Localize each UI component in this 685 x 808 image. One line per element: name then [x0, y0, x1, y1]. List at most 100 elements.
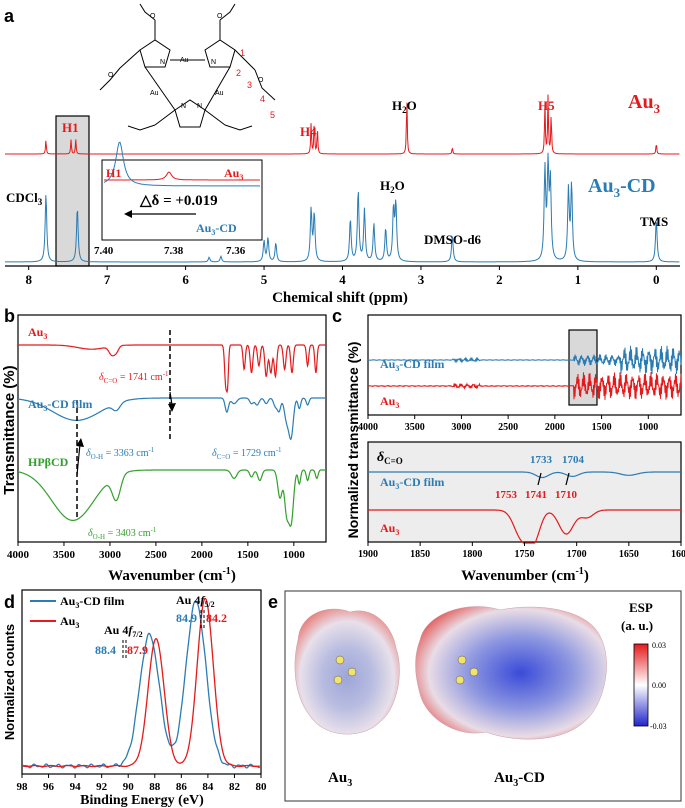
panel-letter-a: a — [4, 6, 15, 26]
a-tick-label-3: 3 — [418, 272, 425, 287]
c-bottom-tick-label-1800: 1800 — [462, 549, 482, 560]
ethyl-chain-bottom — [127, 124, 253, 131]
au-atom-6 — [455, 675, 465, 685]
b-annot-co-1741: δC=O = 1741 cm-1 — [99, 370, 169, 385]
b-arrow-oh — [76, 443, 81, 476]
atom-o-4: O — [108, 72, 114, 79]
panel-e: e — [268, 590, 682, 802]
e-label-au3cd: Au3-CD — [494, 770, 545, 789]
inset-tick-740: 7.40 — [94, 245, 114, 257]
b-tick-label-2500: 2500 — [145, 549, 168, 561]
atom-n-2: N — [211, 59, 216, 66]
d-legend-au3: Au3 — [60, 614, 79, 630]
xps-series-au3 — [22, 597, 260, 768]
ir-series-au3cd — [17, 397, 326, 440]
c-top-tick-label-1500: 1500 — [592, 422, 612, 433]
panel-a: a Au Au Au N N N N O — [4, 3, 680, 306]
b-label-hpbcd: HPβCD — [28, 455, 69, 469]
atom-o-1: O — [150, 13, 156, 20]
inset-arrowhead — [124, 210, 132, 218]
c-bottom-x-ticks: 1900 1850 1800 1750 1700 1650 1600 — [358, 542, 685, 560]
esp-colorbar-title: ESP — [629, 600, 653, 615]
inset-label-au3cd: Au3-CD — [196, 221, 237, 237]
structure-number-3: 3 — [247, 80, 252, 90]
label-h2o-top: H2O — [392, 98, 417, 115]
a-tick-label-4: 4 — [339, 272, 346, 287]
b-annot-oh-3403: δO-H = 3403 cm-1 — [88, 526, 157, 541]
au-atom-4 — [457, 655, 467, 665]
c-top-tick-label-3500: 3500 — [405, 422, 425, 433]
c-peak-1753: 1753 — [495, 489, 518, 501]
c-peak-1733: 1733 — [530, 454, 553, 466]
esp-tick-zero: 0.00 — [652, 681, 666, 690]
panel-letter-d: d — [4, 592, 15, 612]
c-peak-1741: 1741 — [525, 489, 547, 501]
d-tick-label-86: 86 — [176, 781, 188, 793]
c-delta-label: δC=O — [377, 450, 403, 466]
c-bottom-tick-label-1600: 1600 — [671, 549, 685, 560]
panel-letter-b: b — [4, 306, 15, 326]
c-top-label-au3: Au3 — [380, 394, 399, 410]
structure-numbers: 1 2 3 4 5 — [236, 48, 275, 120]
d-tick-label-90: 90 — [123, 781, 135, 793]
b-tick-label-3000: 3000 — [99, 549, 122, 561]
esp-colorbar-unit: (a. u.) — [621, 618, 653, 633]
label-dmso: DMSO-d6 — [424, 232, 482, 247]
b-tick-label-1500: 1500 — [237, 549, 260, 561]
d-tick-label-88: 88 — [149, 781, 161, 793]
ir-series-hpbcd — [17, 469, 326, 528]
label-cdcl3: CDCl3 — [6, 190, 43, 207]
inset-series-au3cd — [103, 141, 260, 187]
a-tick-label-5: 5 — [261, 272, 268, 287]
b-arrow-co — [169, 391, 173, 406]
atom-o-3: O — [258, 77, 264, 84]
inset-h1: H1 Au3 △δ = +0.019 Au3-CD 7.40 7.38 7.36 — [94, 141, 263, 257]
c-bottom-series-au3cd — [368, 471, 681, 479]
c-peak-1710: 1710 — [555, 489, 578, 501]
panel-c: c Au3-CD film Au3 4000 3500 3000 2500 2000 15… — [332, 306, 685, 584]
c-arrow-1704 — [565, 472, 570, 486]
ethyl-chain-top — [139, 3, 236, 21]
b-tick-label-3500: 3500 — [53, 549, 76, 561]
au-bond-right — [204, 66, 231, 111]
b-label-au3cd: Au3-CD film — [28, 397, 92, 413]
d-tick-label-98: 98 — [17, 781, 29, 793]
esp-tick-neg: -0.03 — [650, 722, 667, 731]
d-y-label: Normalized counts — [2, 624, 17, 740]
c-peak-1704: 1704 — [562, 454, 585, 466]
b-arrowhead-oh — [76, 438, 84, 447]
molecule-core-au3 — [333, 655, 357, 685]
esp-surface-au3cd — [415, 606, 607, 740]
c-bottom-tick-label-1900: 1900 — [358, 549, 378, 560]
structure-number-4: 4 — [260, 94, 265, 104]
au-atom-2 — [347, 667, 357, 677]
ir-series-au3 — [18, 344, 326, 394]
inset-delta: △δ = +0.019 — [139, 193, 218, 209]
d-plot-frame — [21, 589, 262, 775]
d-val-842: 84.2 — [206, 611, 227, 625]
inset-label-au3: Au3 — [224, 166, 243, 182]
b-tick-label-2000: 2000 — [191, 549, 214, 561]
h1-highlight-box — [55, 115, 90, 267]
structure-number-1: 1 — [240, 48, 245, 58]
c-x-label: Wavenumber (cm-1) — [461, 566, 589, 584]
nmr-series-au3cd — [5, 152, 680, 263]
c-bottom-label-au3: Au3 — [380, 521, 399, 537]
d-tick-label-84: 84 — [202, 781, 214, 793]
d-val-884: 88.4 — [95, 643, 116, 657]
c-arrow-1733 — [537, 472, 542, 486]
b-arrowhead-co — [168, 403, 176, 412]
xps-series-au3cd — [22, 600, 261, 769]
b-tick-label-4000: 4000 — [7, 549, 30, 561]
panel-letter-c: c — [332, 306, 342, 326]
au-bond-left — [144, 66, 176, 111]
au-atom-5 — [469, 667, 479, 677]
c-bottom-frame — [367, 441, 682, 543]
d-legend-au3cd: Au3-CD film — [60, 594, 124, 610]
b-annot-oh-3363: δO-H = 3363 cm-1 — [86, 446, 155, 461]
a-tick-label-1: 1 — [575, 272, 582, 287]
structure-number-5: 5 — [270, 110, 275, 120]
ester-bottom-left — [154, 109, 176, 126]
ester-left-side — [119, 49, 141, 69]
